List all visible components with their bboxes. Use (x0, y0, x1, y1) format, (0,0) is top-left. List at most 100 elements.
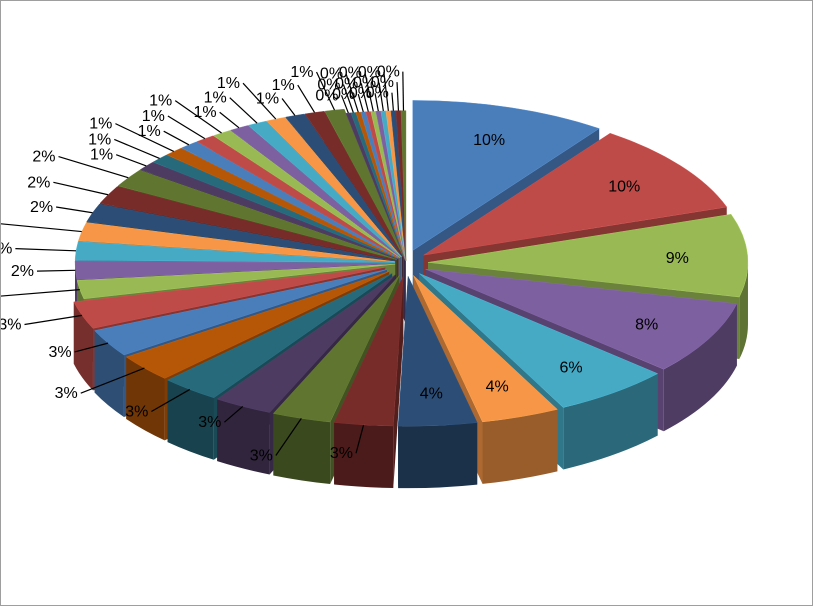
data-label-36: 0% (320, 66, 343, 83)
pie-slice-3 (427, 214, 749, 298)
pie-slice-12 (125, 271, 390, 379)
slice-side-4 (663, 303, 737, 432)
slice-side-13 (94, 330, 124, 417)
leader-line-15 (1, 289, 80, 297)
leader-line-38 (360, 83, 369, 112)
data-label-11: 3% (125, 404, 148, 421)
leader-line-8 (355, 424, 365, 454)
data-label-45: 0% (377, 64, 400, 81)
slice-side-11 (167, 380, 214, 460)
data-label-38: 0% (335, 75, 358, 92)
data-label-3: 9% (666, 250, 689, 267)
data-label-9: 3% (250, 447, 273, 464)
data-label-37: 0% (332, 86, 355, 103)
data-label-13: 3% (48, 344, 71, 361)
pie-slice-5 (419, 273, 659, 408)
pie-slice-6 (413, 275, 558, 423)
leader-line-45 (402, 71, 405, 111)
data-label-7: 4% (420, 386, 443, 403)
slice-side-3 (739, 262, 748, 360)
leader-line-26 (167, 115, 206, 140)
leader-line-34 (340, 95, 349, 114)
leader-line-25 (163, 130, 190, 146)
pie-slice-9 (272, 275, 400, 423)
leader-line-43 (391, 92, 395, 111)
leader-line-39 (364, 72, 374, 112)
data-label-27: 1% (149, 93, 172, 110)
leader-line-22 (115, 154, 147, 167)
slice-tops (73, 100, 749, 427)
data-label-34: 0% (315, 87, 338, 104)
pie-slice-2 (423, 133, 728, 256)
pie-slice-1 (412, 100, 600, 251)
leader-line-23 (114, 138, 160, 160)
leader-line-41 (378, 82, 384, 112)
data-label-40: 0% (349, 85, 372, 102)
leader-line-17 (15, 248, 77, 252)
data-label-31: 1% (256, 91, 279, 108)
slice-side-7 (398, 422, 478, 489)
leader-line-20 (53, 181, 109, 196)
data-label-26: 1% (142, 108, 165, 125)
slice-side-9 (273, 413, 331, 485)
slice-side-12 (126, 357, 165, 441)
data-label-14: 3% (1, 317, 21, 334)
leader-line-44 (396, 82, 400, 111)
data-label-8: 3% (330, 445, 353, 462)
leader-line-28 (219, 111, 240, 129)
leader-line-14 (24, 314, 83, 326)
pie-slice-7 (397, 275, 478, 427)
data-label-24: 1% (89, 116, 112, 133)
slice-side-5 (563, 373, 658, 470)
pie-slice-14 (73, 267, 386, 329)
data-label-16: 2% (11, 263, 34, 280)
leader-line-16 (36, 269, 76, 272)
leader-line-33 (315, 71, 336, 111)
pie-slice-29 (247, 120, 402, 258)
data-label-28: 1% (194, 104, 217, 121)
data-label-29: 1% (204, 90, 227, 107)
slice-side-10 (217, 399, 270, 475)
data-label-32: 1% (272, 77, 295, 94)
pie-slice-31 (285, 113, 403, 257)
pie-slice-8 (333, 276, 404, 427)
leader-line-40 (374, 93, 379, 112)
pie-slice-10 (216, 274, 396, 413)
data-label-35: 0% (317, 77, 340, 94)
data-label-33: 1% (290, 64, 313, 81)
data-label-41: 0% (353, 75, 376, 92)
data-label-44: 0% (371, 74, 394, 91)
slice-side-6 (482, 409, 558, 484)
data-label-20: 2% (27, 174, 50, 191)
data-label-5: 6% (559, 359, 582, 376)
pie-slice-24 (166, 147, 399, 259)
data-label-42: 0% (358, 64, 381, 81)
pie-slice-4 (425, 268, 738, 370)
pie-slice-33 (324, 108, 404, 257)
slice-side-8 (334, 422, 394, 489)
leader-line-13 (74, 342, 109, 353)
data-label-4: 8% (635, 316, 658, 333)
data-label-23: 1% (88, 131, 111, 148)
leader-line-9 (275, 418, 302, 456)
leader-line-11 (151, 388, 191, 413)
leader-line-31 (281, 98, 296, 116)
pie-slice-11 (167, 273, 393, 399)
pie-slice-13 (94, 269, 387, 356)
slice-side-14 (73, 301, 93, 391)
data-label-22: 1% (90, 147, 113, 164)
data-label-25: 1% (138, 123, 161, 140)
data-label-10: 3% (198, 414, 221, 431)
leader-line-24 (115, 123, 175, 152)
leader-line-12 (80, 367, 145, 394)
data-label-17: 2% (1, 241, 12, 258)
leader-line-30 (242, 82, 277, 120)
leader-line-29 (229, 97, 258, 124)
leader-line-10 (224, 405, 244, 423)
leader-line-19 (56, 206, 93, 214)
data-label-12: 3% (55, 385, 78, 402)
data-label-1: 10% (473, 132, 505, 149)
data-label-39: 0% (339, 65, 362, 82)
data-label-2: 10% (608, 178, 640, 195)
